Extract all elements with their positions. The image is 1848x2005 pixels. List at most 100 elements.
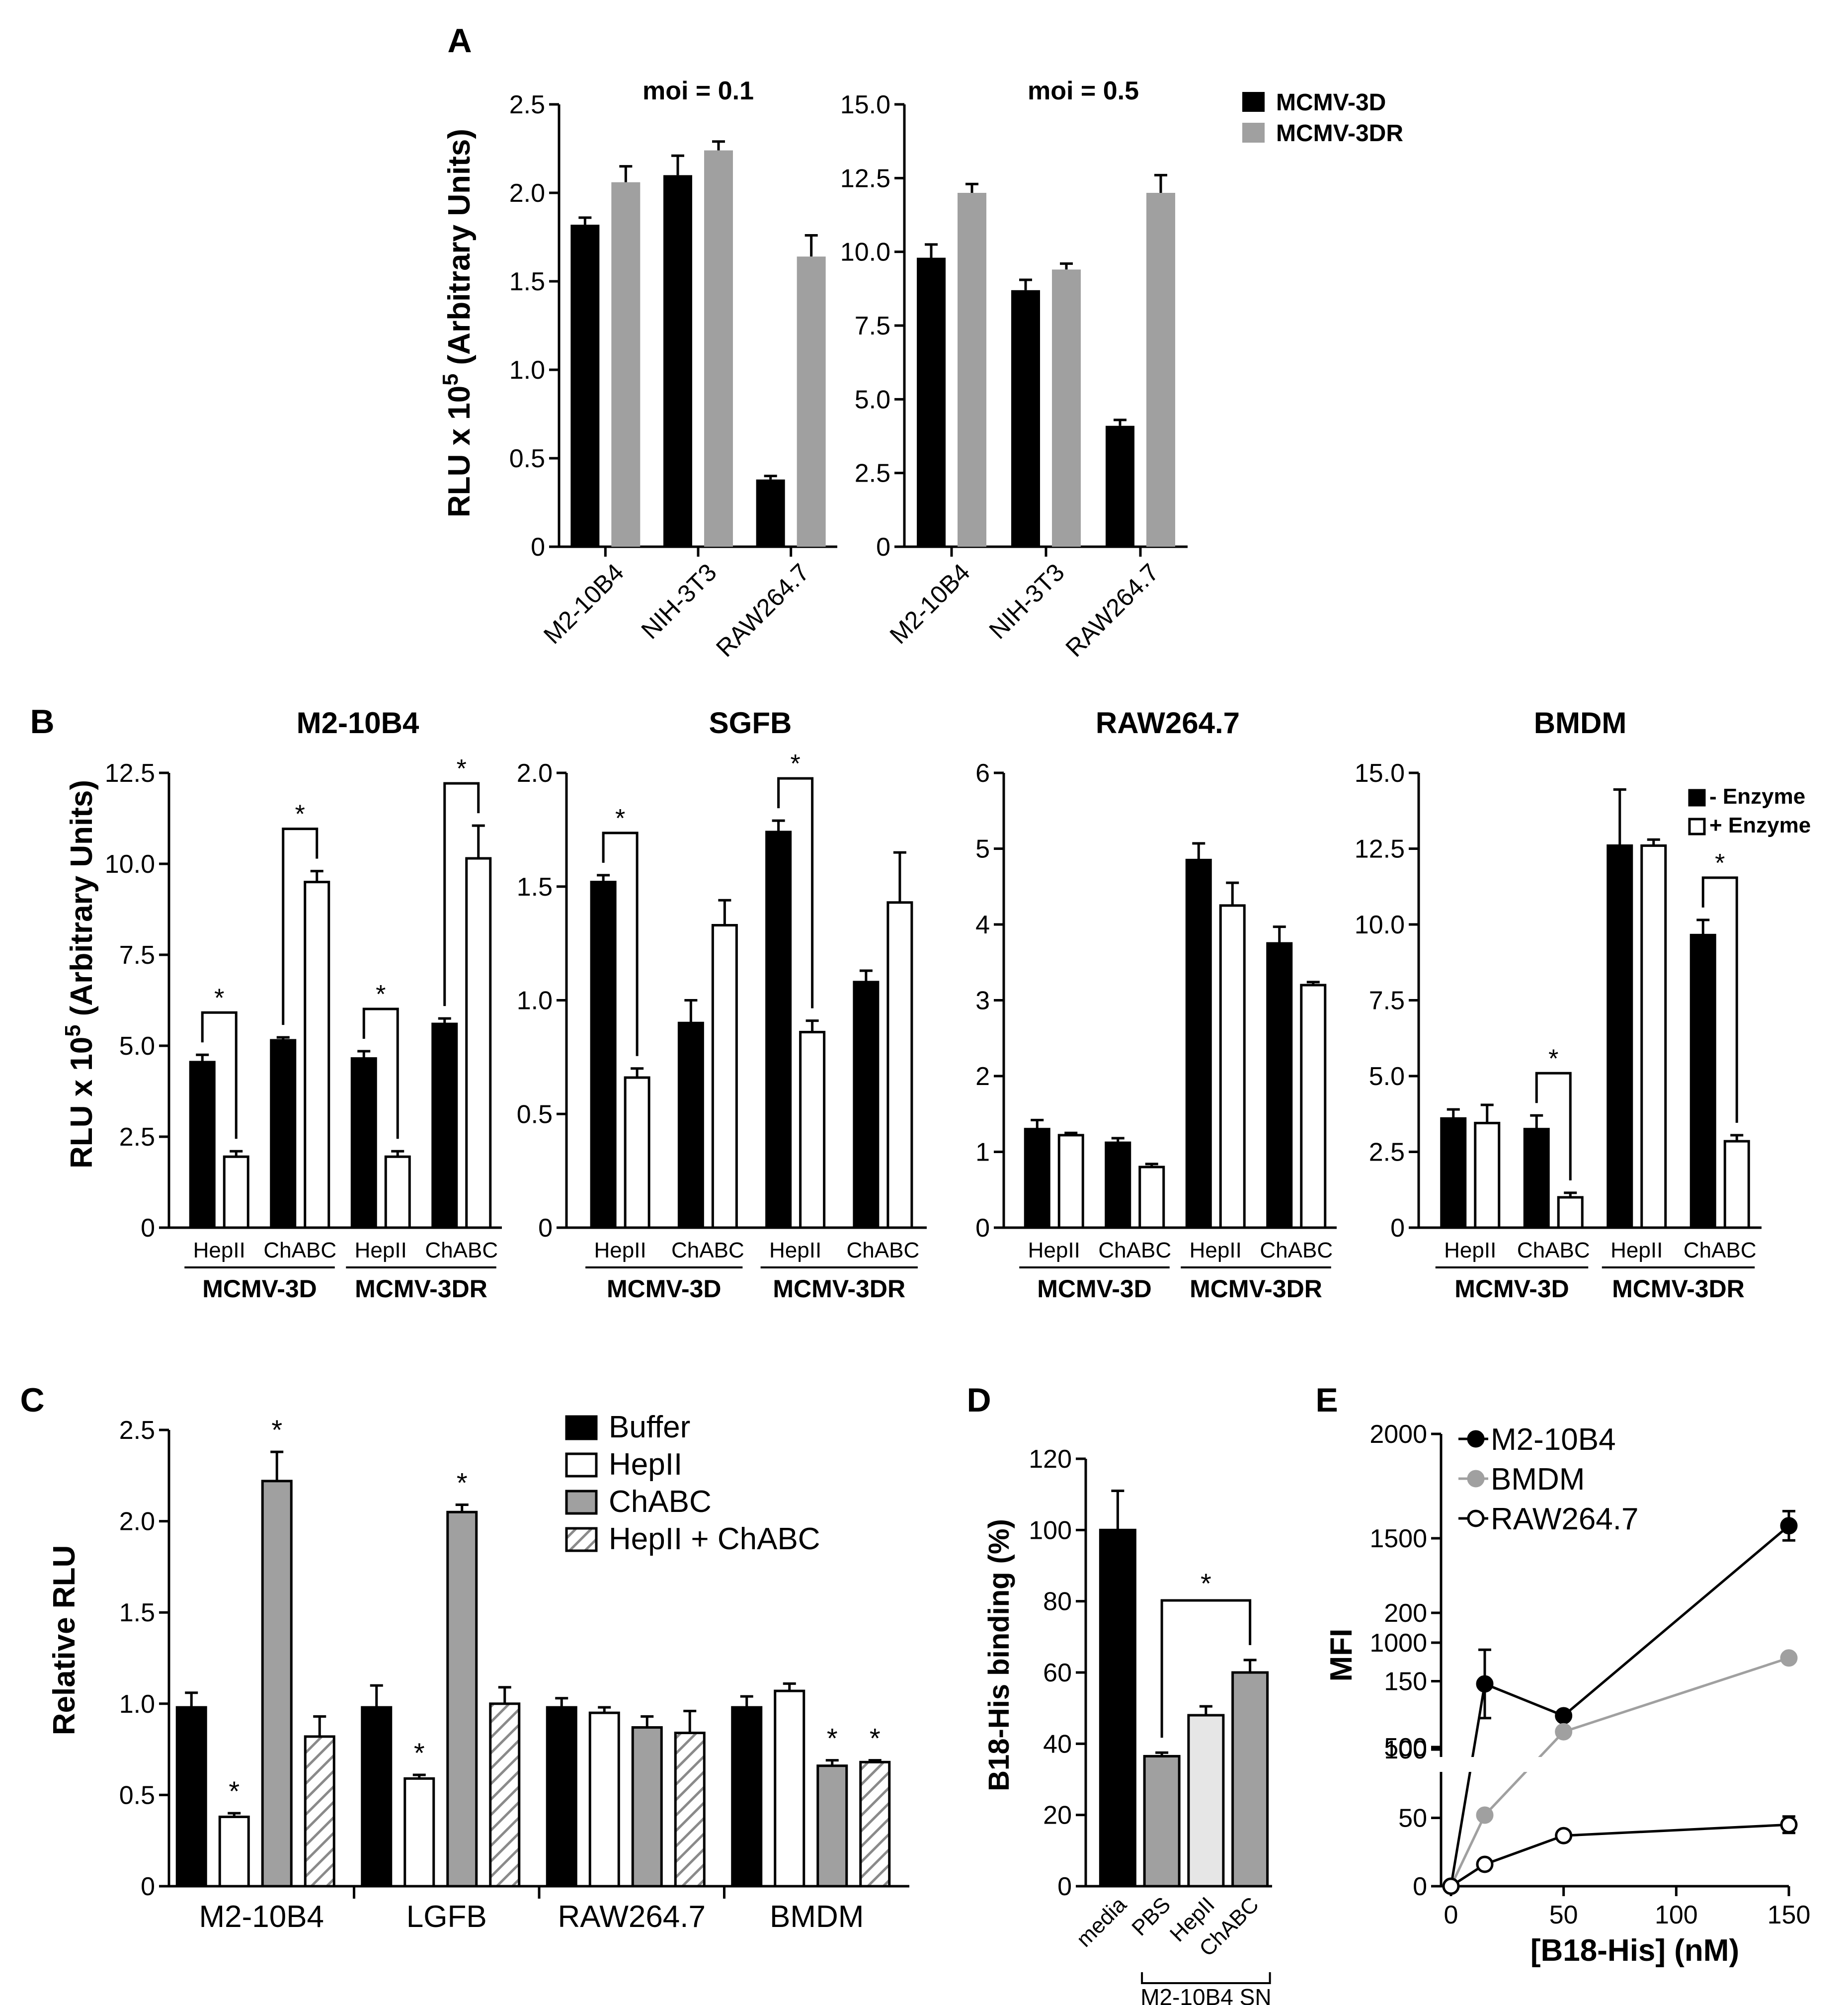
bar-+ Enzyme	[1723, 1140, 1750, 1229]
bar-- Enzyme	[1185, 858, 1212, 1229]
subplot-title: BMDM	[1534, 706, 1627, 740]
bar-MCMV-3D	[663, 175, 692, 547]
legend-label: + Enzyme	[1709, 813, 1811, 837]
y-tick-label: 7.5	[119, 941, 155, 970]
bar-HepII	[403, 1777, 435, 1888]
bar-MCMV-3DR	[611, 182, 641, 547]
y-tick-label: 1.5	[119, 1598, 155, 1627]
treatment-label: ChABC	[425, 1238, 498, 1262]
treatment-label: HepII	[1028, 1238, 1080, 1262]
y-axis-title-exponent: 5	[439, 374, 463, 386]
panel-label: D	[966, 1381, 991, 1419]
data-point	[1780, 1649, 1798, 1667]
y-tick-label: 12.5	[105, 759, 155, 788]
x-tick-label: 100	[1655, 1901, 1698, 1929]
bar-MCMV-3D	[570, 225, 600, 547]
y-tick-label: 120	[1029, 1445, 1072, 1474]
legend-label: HepII + ChABC	[609, 1522, 820, 1556]
bar-ChABC	[816, 1764, 848, 1888]
category-label: NIH-3T3	[984, 558, 1070, 644]
treatment-label: HepII	[769, 1238, 821, 1262]
bar-Buffer	[361, 1706, 393, 1888]
bar-+ Enzyme	[1300, 984, 1327, 1229]
y-tick-label: 0	[531, 533, 545, 562]
legend-label: M2-10B4	[1491, 1422, 1616, 1457]
group-label: MCMV-3DR	[1612, 1275, 1745, 1303]
category-label: RAW264.7	[558, 1900, 706, 1934]
y-tick-label: 1	[975, 1138, 990, 1167]
data-point	[1780, 1517, 1798, 1535]
category-label: PBS	[1127, 1892, 1175, 1940]
significance-bracket	[362, 1007, 399, 1139]
significance-star: *	[1715, 849, 1725, 878]
y-tick-label: 12.5	[1355, 835, 1405, 864]
y-tick-label: 0	[141, 1872, 155, 1901]
treatment-label: ChABC	[1098, 1238, 1171, 1262]
legend-swatch	[1242, 123, 1265, 143]
series-M2-10B4	[1442, 1509, 1798, 1895]
y-tick-label: 1500	[1369, 1524, 1427, 1553]
significance-star: *	[615, 804, 625, 833]
y-tick-label: 10.0	[1355, 911, 1405, 939]
significance-bracket	[1535, 1072, 1572, 1180]
series-RAW264.7	[1442, 1815, 1798, 1895]
bar-MCMV-3D	[1011, 290, 1040, 547]
significance-bracket	[282, 828, 319, 1025]
bar-- Enzyme	[270, 1039, 297, 1229]
legend-swatch	[565, 1527, 598, 1552]
axis-break-gap	[1431, 1757, 1580, 1772]
significance-star: *	[376, 980, 386, 1009]
y-tick-label: 1000	[1369, 1629, 1427, 1658]
category-label: M2-10B4	[538, 558, 629, 649]
category-label: LGFB	[406, 1900, 487, 1934]
panel-label: E	[1315, 1381, 1338, 1419]
legend-label: ChABC	[609, 1485, 712, 1519]
category-label: M2-10B4	[884, 558, 975, 649]
significance-star: *	[229, 1775, 240, 1807]
y-tick-label: 2.5	[119, 1416, 155, 1445]
legend-label: MCMV-3D	[1276, 89, 1386, 116]
bar-+ Enzyme	[1557, 1196, 1584, 1229]
y-tick-label: 200	[1384, 1599, 1427, 1628]
x-axis-title: [B18-His] (nM)	[1530, 1933, 1739, 1968]
series-line	[1484, 1682, 1564, 1717]
significance-star: *	[295, 800, 305, 829]
significance-star: *	[214, 984, 224, 1012]
category-label: NIH-3T3	[636, 558, 722, 644]
bar-- Enzyme	[1607, 844, 1633, 1229]
bar-HepII + ChABC	[489, 1702, 521, 1888]
bar-MCMV-3DR	[958, 193, 986, 547]
panel-label: B	[30, 703, 54, 741]
significance-bracket	[1160, 1599, 1252, 1738]
legend-marker	[1467, 1470, 1485, 1488]
bar-- Enzyme	[1266, 942, 1293, 1229]
significance-star: *	[870, 1723, 881, 1754]
legend-swatch	[565, 1415, 598, 1440]
y-tick-label: 10.0	[840, 238, 890, 267]
y-axis-title-main: RLU x 10	[442, 386, 477, 517]
y-tick-label: 0	[1390, 1214, 1405, 1243]
y-tick-label: 10.0	[105, 850, 155, 879]
y-axis-title: B18-His binding (%)	[983, 1519, 1015, 1791]
significance-star: *	[827, 1723, 838, 1754]
data-point	[1476, 1806, 1494, 1824]
subplot-RAW264.7: RAW264.7 0 1 2 3 4 5 6 HepII ChABC HepII ChABC MCMV-…	[975, 706, 1337, 1303]
y-tick-label: 5.0	[855, 385, 890, 414]
y-tick-label: 0.5	[517, 1100, 553, 1129]
y-tick-label: 100	[1384, 1736, 1427, 1764]
subplot-1: moi = 0.1 0 0.5 1.0 1.5 2.0 2.5 M2-10B4 NIH-3T3R…	[509, 77, 837, 662]
legend-label: BMDM	[1491, 1462, 1585, 1497]
y-tick-label: 6	[975, 759, 990, 788]
legend-label: RAW264.7	[1491, 1502, 1639, 1536]
y-axis-title: RLU x 105 (Arbitrary Units)	[61, 780, 99, 1169]
y-tick-label: 15.0	[840, 90, 890, 119]
group-label: MCMV-3D	[1037, 1275, 1152, 1303]
y-tick-label: 5.0	[119, 1032, 155, 1061]
subplot-title: moi = 0.5	[1028, 77, 1139, 105]
bar-MCMV-3DR	[1052, 269, 1081, 547]
bar-MCMV-3DR	[704, 150, 733, 547]
y-axis-title: MFI	[1324, 1629, 1359, 1682]
bar-- Enzyme	[1523, 1128, 1550, 1229]
y-tick-label: 80	[1043, 1587, 1072, 1616]
series-line	[1563, 1524, 1790, 1717]
